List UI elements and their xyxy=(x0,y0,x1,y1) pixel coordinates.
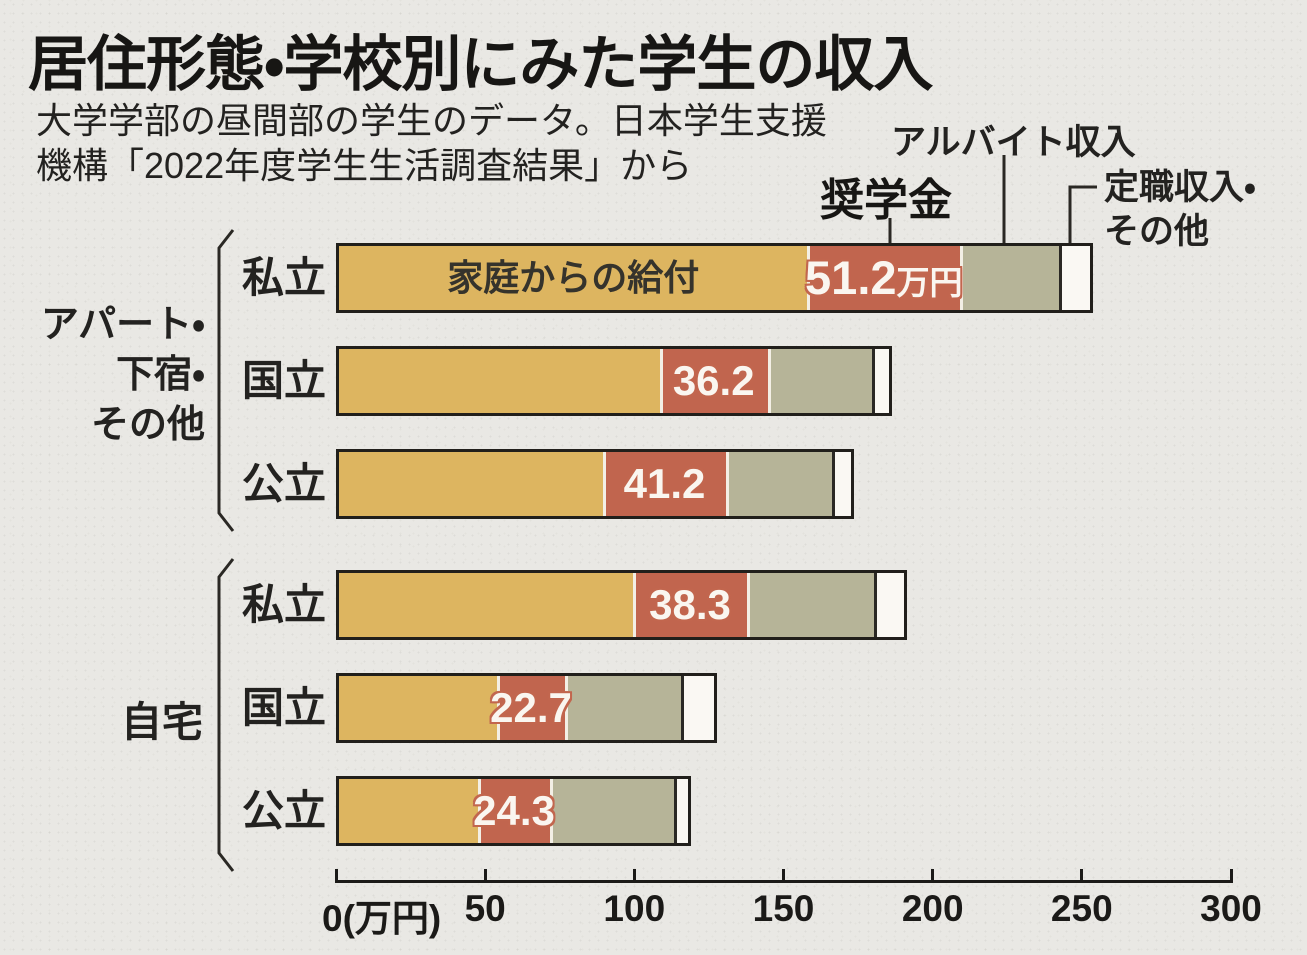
page-title: 居住形態・学校別にみた学生の収入 xyxy=(28,31,933,98)
axis-tick-label: 250 xyxy=(1050,888,1113,929)
bar-row-label-school: 公立 xyxy=(241,460,326,507)
axis-tick-label: 300 xyxy=(1200,888,1262,929)
bar-segment-other xyxy=(831,452,851,516)
group-label-apartment: アパート・ 下宿・ その他 xyxy=(40,304,205,446)
bar-segment-scholarship xyxy=(497,676,565,740)
bar-row-label-school: 私立 xyxy=(241,254,326,301)
axis-tick-label: 150 xyxy=(752,888,815,929)
bar-segment-family xyxy=(339,452,603,516)
x-axis-tick xyxy=(1080,869,1084,881)
bar-segment-parttime xyxy=(960,246,1059,310)
x-axis-tick xyxy=(782,869,785,881)
x-axis-tick xyxy=(931,869,935,881)
x-axis-tick xyxy=(334,869,338,881)
group-label-home: 自宅 xyxy=(121,699,203,745)
bar-segment-parttime xyxy=(767,349,873,413)
bar-row-label-school: 私立 xyxy=(241,581,326,628)
x-axis-line xyxy=(335,880,1233,883)
bar-segment-parttime xyxy=(747,573,874,637)
subtitle-line-1: 大学学部の昼間部の学生のデータ。日本学生支援 xyxy=(36,100,827,141)
bar-segment-scholarship xyxy=(632,573,748,637)
bar-segment-other xyxy=(873,573,904,637)
scholarship-value-label: 41.2 xyxy=(515,452,815,516)
bar-segment-scholarship xyxy=(603,452,726,516)
bar-segment-parttime xyxy=(564,676,682,740)
x-axis-tick xyxy=(632,869,636,881)
scholarship-value-number: 36.2 xyxy=(672,357,755,404)
legend-parttime-income: アルバイト収入 xyxy=(891,123,1136,162)
scholarship-value-label: 51.2万円 xyxy=(734,246,1034,310)
axis-tick-label: 200 xyxy=(901,888,964,929)
bar-row: 24.3 xyxy=(336,776,691,846)
scholarship-value-unit: 万円 xyxy=(896,264,963,301)
bar-segment-other xyxy=(1058,246,1090,310)
legend-fulltime-line-2: その他 xyxy=(1104,212,1210,251)
legend-fulltime-line-1: 定職収入・ xyxy=(1104,168,1256,207)
scholarship-value-number: 38.3 xyxy=(649,581,731,628)
chart-source-note: 大学学部の昼間部の学生のデータ。日本学生支援 機構「2022年度学生生活調査結果… xyxy=(36,98,896,188)
bar-segment-scholarship xyxy=(659,349,768,413)
scholarship-value-number: 41.2 xyxy=(623,460,706,507)
bar-segment-parttime xyxy=(725,452,832,516)
bar-segment-other xyxy=(681,676,714,740)
bar-row: 41.2 xyxy=(336,449,854,519)
scholarship-value-number: 24.3 xyxy=(473,787,555,834)
bar-segment-parttime xyxy=(550,779,674,843)
bar-segment-family xyxy=(339,349,660,413)
bar-segment-scholarship xyxy=(477,779,551,843)
x-axis-tick xyxy=(483,869,487,881)
axis-tick-label: 0(万円) xyxy=(322,898,442,939)
family-allowance-label: 家庭からの給付 xyxy=(447,257,700,298)
bar-row: 22.7 xyxy=(336,673,717,743)
legend-fulltime-other: 定職収入・ その他 xyxy=(1104,166,1256,254)
bar-segment-other xyxy=(872,349,889,413)
subtitle-line-2: 機構「2022年度学生生活調査結果」から xyxy=(36,145,693,186)
scholarship-value-label: 24.3 xyxy=(364,779,664,843)
bar-segment-family xyxy=(339,246,808,310)
bar-segment-scholarship xyxy=(807,246,961,310)
bar-row: 38.3 xyxy=(336,570,907,640)
bar-row: 36.2 xyxy=(336,346,892,416)
scholarship-value-number: 51.2 xyxy=(805,251,897,304)
bar-row-label-school: 公立 xyxy=(241,787,326,834)
scholarship-value-label: 38.3 xyxy=(540,573,840,637)
x-axis-tick xyxy=(1229,869,1233,881)
scholarship-value-label: 22.7 xyxy=(381,676,681,740)
bar-segment-family xyxy=(339,573,633,637)
axis-tick-label: 50 xyxy=(464,888,506,929)
bar-row: 家庭からの給付 51.2万円 xyxy=(336,243,1093,313)
bar-segment-other xyxy=(673,779,688,843)
scholarship-value-number: 22.7 xyxy=(490,684,572,731)
bar-row-label-school: 国立 xyxy=(241,357,326,404)
bar-row-label-school: 国立 xyxy=(241,684,326,731)
axis-tick-label: 100 xyxy=(603,888,666,929)
bar-segment-family xyxy=(339,676,498,740)
legend-scholarship: 奨学金 xyxy=(820,176,952,225)
bar-segment-family xyxy=(339,779,478,843)
scholarship-value-label: 36.2 xyxy=(564,349,864,413)
